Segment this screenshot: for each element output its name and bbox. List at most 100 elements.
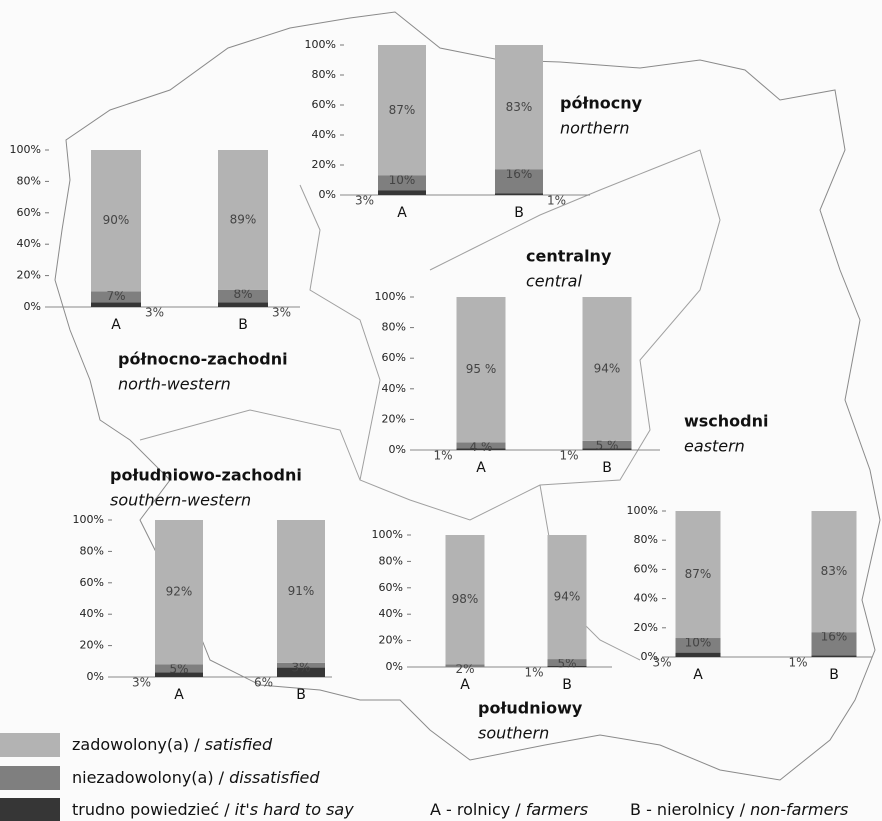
y-tick-label: 40% [80,607,104,620]
y-tick-label: 100% [372,528,403,541]
x-tick-label: B [238,317,248,333]
data-label: 8% [233,287,252,301]
bar-segment [155,664,203,673]
x-tick-label: B [602,460,612,476]
legend-label: zadowolony(a) / satisfied [72,735,273,754]
data-label: 87% [389,103,416,117]
region-subtitle: southern [478,724,549,743]
bar-segment [582,448,632,450]
bar-segment [277,667,325,677]
bar-segment [378,175,426,191]
y-tick-label: 100% [305,38,336,51]
region-title: północno-zachodni [118,350,288,369]
x-tick-label: B [514,205,524,221]
data-label: 3% [272,306,291,320]
data-label: 83% [506,100,533,114]
data-label: 3% [652,656,671,670]
category-key-pl: B - nierolnicy / [630,800,746,819]
legend-en: dissatisfied [229,768,320,787]
bar-segment [675,638,721,653]
legend-swatch [0,733,60,757]
y-tick-label: 20% [17,269,41,282]
data-label: 3% [145,306,164,320]
bar-segment [218,150,268,290]
data-label: 3% [132,676,151,690]
bar-segment [91,291,141,303]
data-label: 2% [455,662,474,676]
y-tick-label: 40% [634,592,658,605]
data-label: 7% [106,289,125,303]
map-outline [54,11,881,781]
region-title: północny [560,94,643,113]
y-tick-label: 60% [312,98,336,111]
region-title: wschodni [684,412,769,431]
data-label: 10% [685,636,712,650]
region-subtitle: southern-western [110,491,251,510]
bar-segment [495,169,543,194]
y-tick-label: 0% [386,660,403,673]
data-label: 87% [685,567,712,581]
y-tick-label: 40% [379,607,403,620]
region-subtitle: north-western [118,375,231,394]
y-tick-label: 0% [389,443,406,456]
y-tick-label: 40% [17,237,41,250]
data-label: 10% [389,173,416,187]
bar-segment [582,297,632,441]
y-tick-label: 100% [375,290,406,303]
y-tick-label: 100% [73,513,104,526]
region-subtitle: eastern [684,437,745,456]
data-label: 16% [821,630,848,644]
bar-segment [811,655,857,657]
bar-segment [456,448,506,450]
y-tick-label: 80% [382,321,406,334]
region-subtitle: northern [560,119,629,138]
bar-segment [218,302,268,307]
region-title: południowy [478,699,583,718]
x-tick-label: A [693,667,703,683]
legend-swatch [0,766,60,790]
bar-segment [495,45,543,170]
bar-segment [378,190,426,195]
legend-en: it's hard to say [235,800,355,819]
x-tick-label: A [111,317,121,333]
y-tick-label: 0% [319,188,336,201]
category-key: B - nierolnicy / non-farmers [630,800,848,819]
bar-segment [155,520,203,665]
bar-segment [675,511,721,639]
x-tick-label: B [562,677,572,693]
y-tick-label: 20% [382,412,406,425]
bar-segment [456,297,506,443]
data-label: 5% [557,657,576,671]
y-tick-label: 60% [634,562,658,575]
legend-pl: niezadowolony(a) / [72,768,225,787]
data-label: 92% [166,585,193,599]
legend-pl: trudno powiedzieć / [72,800,230,819]
y-tick-label: 20% [312,158,336,171]
y-tick-label: 20% [80,639,104,652]
y-tick-label: 100% [10,143,41,156]
region-subtitle: central [526,272,582,291]
data-label: 91% [288,584,315,598]
bar-segment [277,662,325,668]
x-tick-label: B [829,667,839,683]
data-label: 4 % [470,440,493,454]
y-tick-label: 0% [24,300,41,313]
bar-segment [445,535,485,665]
y-tick-label: 0% [641,650,658,663]
bar-segment [811,511,857,633]
y-tick-label: 80% [379,554,403,567]
legend-swatch [0,798,60,821]
data-label: 6% [254,676,273,690]
bar-segment [445,664,485,667]
legend-pl: zadowolony(a) / [72,735,200,754]
data-label: 1% [559,449,578,463]
x-tick-label: A [174,687,184,703]
y-tick-label: 80% [17,174,41,187]
y-tick-label: 40% [312,128,336,141]
legend-label: trudno powiedzieć / it's hard to say [72,800,354,819]
data-label: 95 % [466,362,497,376]
bar-segment [582,440,632,449]
data-label: 94% [594,361,621,375]
bar-segment [547,535,587,660]
